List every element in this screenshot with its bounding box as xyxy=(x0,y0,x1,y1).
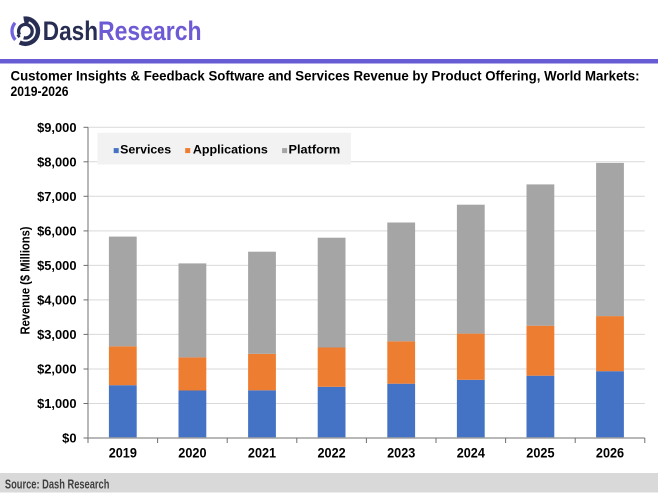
svg-text:2023: 2023 xyxy=(387,446,416,461)
svg-text:$0: $0 xyxy=(62,431,76,446)
svg-text:2024: 2024 xyxy=(457,446,486,461)
svg-text:$7,000: $7,000 xyxy=(37,189,76,204)
svg-text:$6,000: $6,000 xyxy=(37,224,76,239)
svg-text:$4,000: $4,000 xyxy=(37,293,76,308)
svg-text:Customer Insights & Feedback S: Customer Insights & Feedback Software an… xyxy=(11,69,640,85)
svg-text:Services: Services xyxy=(120,142,171,156)
svg-text:$3,000: $3,000 xyxy=(37,327,76,342)
svg-text:2019: 2019 xyxy=(109,446,138,461)
svg-text:$1,000: $1,000 xyxy=(37,396,76,411)
svg-text:2019-2026: 2019-2026 xyxy=(11,84,69,100)
svg-text:2020: 2020 xyxy=(178,446,206,461)
svg-text:2025: 2025 xyxy=(526,446,555,461)
svg-text:2021: 2021 xyxy=(248,446,277,461)
svg-text:$2,000: $2,000 xyxy=(37,362,76,377)
svg-text:$9,000: $9,000 xyxy=(37,120,76,135)
svg-text:Platform: Platform xyxy=(289,142,341,156)
svg-text:$8,000: $8,000 xyxy=(37,154,76,169)
svg-text:DashResearch: DashResearch xyxy=(43,16,202,46)
svg-text:2022: 2022 xyxy=(318,446,347,461)
svg-text:Source: Dash Research: Source: Dash Research xyxy=(5,476,110,491)
svg-text:2026: 2026 xyxy=(596,446,625,461)
svg-text:Revenue ($ Millions): Revenue ($ Millions) xyxy=(17,227,32,335)
svg-text:Applications: Applications xyxy=(193,142,268,156)
svg-text:$5,000: $5,000 xyxy=(37,258,76,273)
